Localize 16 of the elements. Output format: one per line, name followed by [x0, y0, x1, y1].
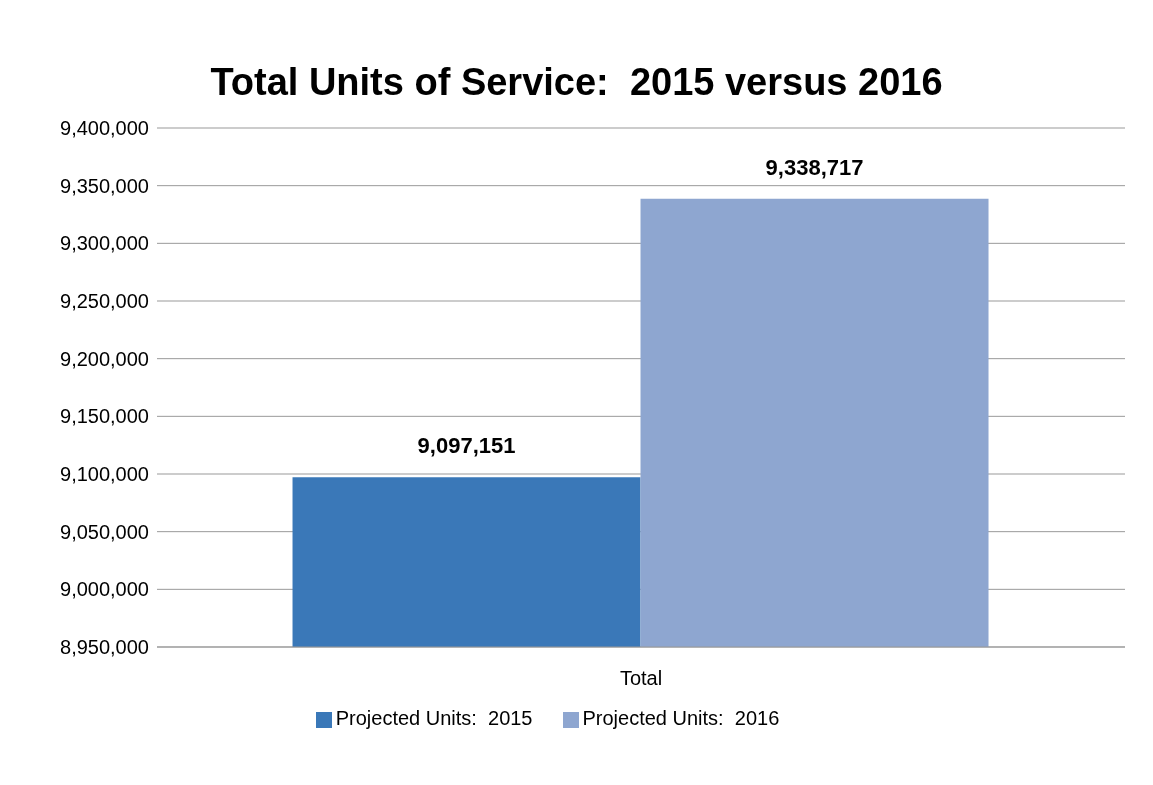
y-tick-label: 9,350,000: [60, 174, 149, 197]
y-tick-label: 9,100,000: [60, 463, 149, 486]
y-tick-label: 9,150,000: [60, 405, 149, 428]
y-tick-label: 9,000,000: [60, 578, 149, 601]
y-tick-label: 9,250,000: [60, 290, 149, 313]
legend-label: Projected Units: 2016: [582, 707, 780, 729]
data-label: 9,097,151: [417, 433, 516, 459]
data-label: 9,338,717: [765, 154, 864, 180]
chart-title: Total Units of Service: 2015 versus 2016: [209, 60, 944, 105]
y-tick-label: 9,200,000: [60, 347, 149, 370]
legend-label: Projected Units: 2015: [335, 707, 533, 729]
y-tick-label: 8,950,000: [60, 636, 149, 659]
y-tick-label: 9,300,000: [60, 232, 149, 255]
y-tick-label: 9,050,000: [60, 520, 149, 543]
x-tick-label: Total: [619, 667, 663, 690]
y-tick-label: 9,400,000: [60, 117, 149, 140]
